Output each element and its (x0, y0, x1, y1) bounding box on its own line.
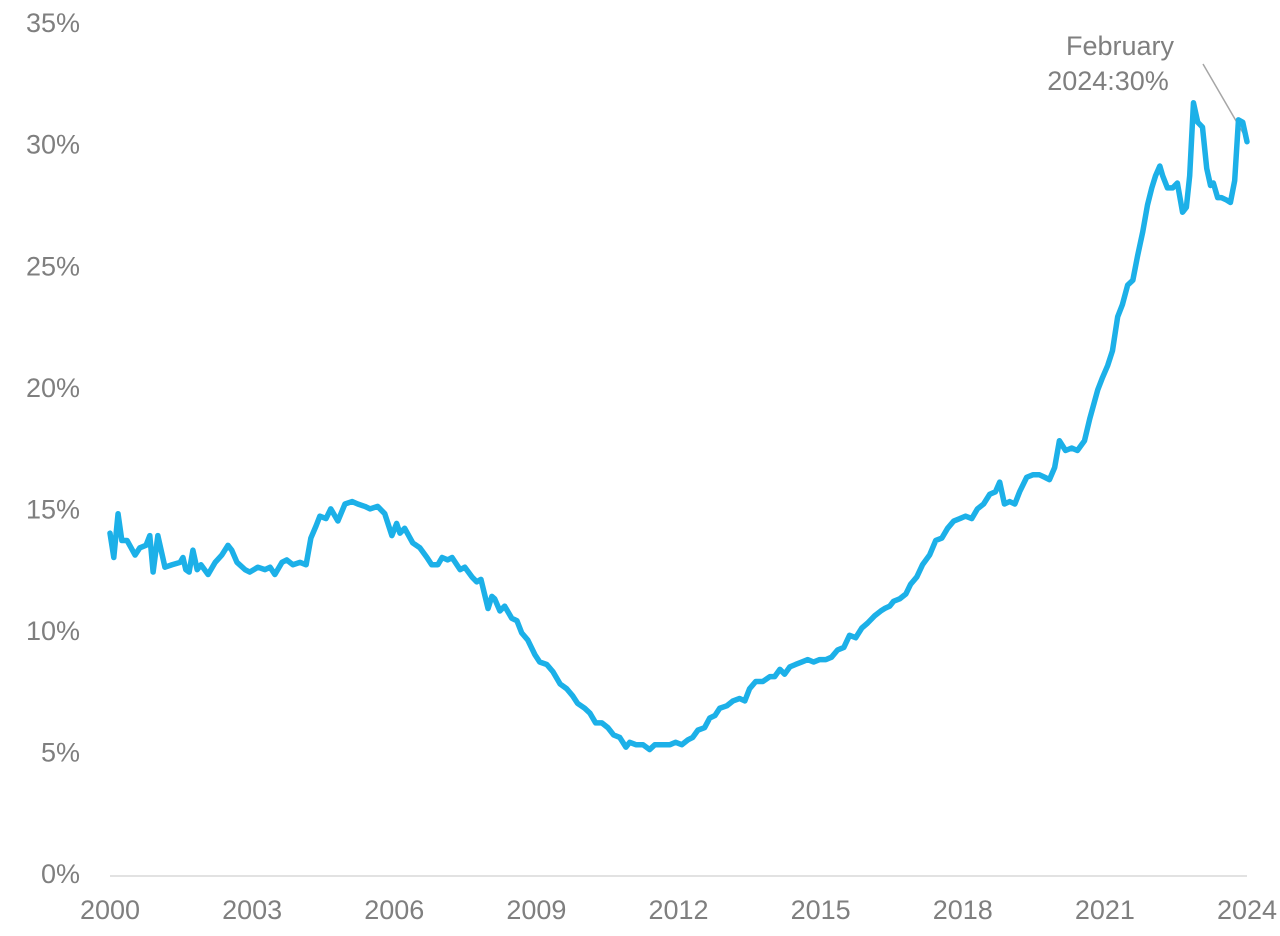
x-tick-label: 2015 (791, 895, 851, 925)
y-tick-label: 20% (26, 373, 80, 403)
line-series (107, 100, 1250, 753)
x-tick-label: 2009 (506, 895, 566, 925)
y-tick-label: 35% (26, 8, 80, 38)
x-tick-label: 2000 (80, 895, 140, 925)
x-tick-label: 2006 (364, 895, 424, 925)
annotation-text: February (1066, 31, 1175, 61)
y-tick-label: 10% (26, 616, 80, 646)
y-tick-label: 5% (41, 738, 80, 768)
x-tick-label: 2012 (648, 895, 708, 925)
annotation-text: 2024:30% (1047, 66, 1169, 96)
x-tick-label: 2024 (1217, 895, 1277, 925)
x-tick-label: 2021 (1075, 895, 1135, 925)
y-tick-label: 0% (41, 859, 80, 889)
y-tick-label: 25% (26, 251, 80, 281)
y-tick-label: 15% (26, 494, 80, 524)
y-tick-label: 30% (26, 130, 80, 160)
x-tick-label: 2018 (933, 895, 993, 925)
x-tick-label: 2003 (222, 895, 282, 925)
